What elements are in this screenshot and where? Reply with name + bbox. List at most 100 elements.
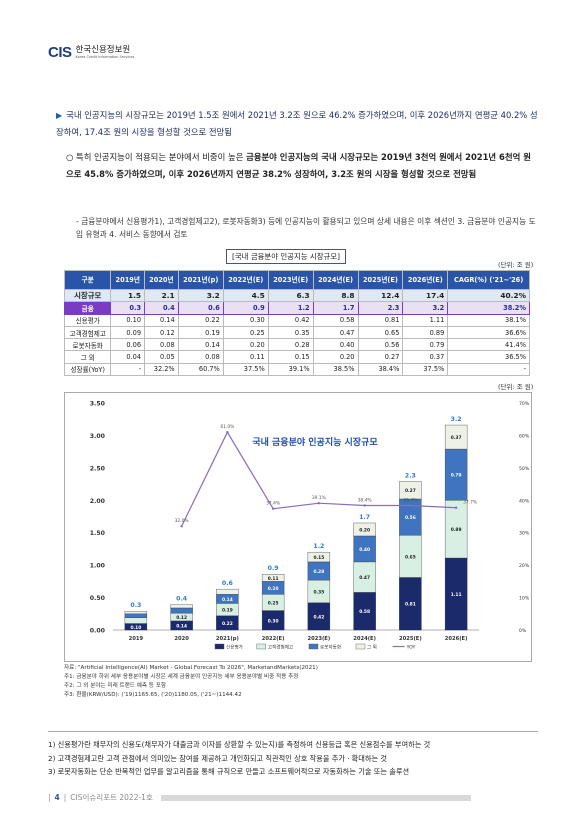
y2-tick-label: 10% — [519, 596, 530, 602]
table-cell: 38.4% — [357, 362, 404, 377]
bar-segment — [124, 610, 148, 614]
yoy-label: 37.4% — [266, 501, 280, 507]
table-cell: 4.5 — [222, 288, 269, 303]
table-cell: 0.20 — [222, 338, 269, 352]
table-cell: 17.4 — [402, 288, 449, 303]
table-cell: 0.6 — [177, 301, 224, 315]
yoy-label: 38.4% — [403, 497, 417, 503]
table-cell: 12.4 — [357, 288, 404, 303]
legend-swatch — [308, 643, 319, 650]
table-cell: 0.47 — [312, 325, 359, 340]
table-cell: 0.79 — [402, 338, 449, 352]
bar-segment — [353, 522, 376, 537]
y2-tick-label: 0% — [519, 628, 527, 634]
page-footer: | 4 | CIS이슈리포트 2022-1호 — [48, 792, 471, 803]
org-name-ko: 한국신용정보원 — [75, 44, 131, 55]
table-row: 성장률(YoY) -32.2% 60.7% 37.5% 39.1% 38.5% 38.4% 3… — [63, 362, 530, 377]
note-2: 주2: 그 외 분야는 미래 트랜드 예측 등 포함 — [64, 683, 167, 689]
bar-total-label: 0.4 — [176, 596, 188, 603]
table-row: 그 외 0.04 0.05 0.08 0.11 0.15 0.20 0.27 0.37 36.5% — [63, 350, 530, 364]
table-cell: 0.15 — [267, 350, 314, 364]
y-tick-label: 0.50 — [90, 595, 106, 602]
org-logo: CIS 한국신용정보원 Korea Credit Information Ser… — [48, 44, 134, 61]
bar-value-label: 0.65 — [405, 554, 416, 560]
summary-text: 국내 인공지능의 시장규모는 2019년 1.5조 원에서 2021년 3.2조… — [56, 110, 538, 137]
table-header-cell: 2026년(E) — [402, 270, 449, 290]
table-cell: 1.2 — [267, 301, 314, 315]
table-cell: 40.2% — [447, 288, 530, 303]
row-label: 로봇자동화 — [63, 338, 112, 352]
point-1: ○ 특히 인공지능이 적용되는 분야에서 비중이 높은 금융분야 인공지능의 국… — [66, 149, 536, 182]
bar-total-label: 3.2 — [451, 416, 462, 423]
bar-value-label: 0.47 — [359, 575, 370, 581]
table-row: 시장규모 1.5 2.1 3.2 4.5 6.3 8.8 12.4 17.4 40.2% — [63, 288, 530, 303]
dash-bullet-icon: - — [76, 217, 82, 226]
table-unit: (단위: 조 원) — [498, 261, 534, 269]
note-3: 주3: 환율(KRW/USD): ('19)1165.65, ('20)1180… — [64, 692, 242, 698]
table-cell: 0.14 — [177, 338, 224, 352]
y-tick-label: 1.00 — [90, 563, 106, 570]
note-1: 주1: 금융분야 하위 세부 응용분야별 시장은 세계 금융분야 인공지능 세부… — [64, 674, 299, 680]
table-cell: 0.12 — [144, 325, 179, 340]
bar-value-label: 0.56 — [405, 515, 416, 521]
page-number: 4 — [54, 793, 60, 802]
yoy-label: 37.7% — [463, 500, 477, 506]
yoy-point — [226, 430, 229, 434]
logo-mark: CIS — [48, 44, 72, 61]
bar-total-label: 2.3 — [405, 472, 416, 479]
yoy-point — [409, 504, 412, 507]
row-label: 신용평가 — [63, 313, 112, 327]
circle-bullet-icon: ○ — [66, 152, 76, 162]
table-cell: 1.11 — [402, 313, 449, 327]
bar-value-label: 0.14 — [222, 597, 233, 603]
footnotes: 1) 신용평가란 채무자의 신용도(채무자가 대출금과 이자를 상환할 수 있는… — [48, 731, 538, 779]
table-cell: 37.5% — [402, 362, 449, 377]
legend-label: 신용평가 — [226, 644, 244, 651]
note-source: 자료: "Artificial Intelligence(AI) Market … — [64, 665, 318, 671]
bar-value-label: 0.15 — [313, 555, 324, 561]
table-header-cell: 2020년 — [144, 270, 179, 290]
table-cell: - — [110, 362, 146, 377]
y-tick-label: 2.50 — [90, 465, 106, 472]
table-cell: 0.11 — [222, 350, 269, 364]
page-divider: | — [48, 793, 51, 802]
bar-value-label: 0.11 — [268, 576, 279, 582]
table-cell: 0.40 — [312, 338, 359, 352]
table-header-cell: 2019년 — [110, 270, 146, 290]
legend-swatch — [355, 643, 366, 650]
bar-value-label: 0.30 — [268, 618, 279, 624]
y-tick-label: 3.50 — [90, 401, 106, 408]
table-cell: 0.89 — [402, 325, 449, 340]
table-cell: 3.2 — [177, 288, 224, 303]
table-cell: 0.06 — [110, 338, 146, 352]
bar-value-label: 0.37 — [451, 435, 462, 441]
table-cell: 0.27 — [357, 350, 404, 364]
yoy-point — [317, 502, 321, 505]
table-cell: - — [447, 362, 530, 377]
table-cell: 0.65 — [357, 325, 404, 340]
bar-value-label: 0.20 — [268, 586, 279, 592]
table-cell: 0.20 — [312, 350, 359, 364]
table-cell: 0.35 — [267, 325, 314, 340]
legend-label: 고객경험제고 — [268, 644, 293, 651]
table-header-cell: 2023년(E) — [267, 270, 314, 290]
bar-segment — [124, 613, 148, 618]
table-cell: 0.37 — [402, 350, 449, 364]
point-1-lead: 특히 인공지능이 적용되는 분야에서 비중이 높은 — [75, 152, 247, 162]
table-cell: 32.2% — [144, 362, 179, 377]
bar-value-label: 0.89 — [451, 527, 462, 533]
bar-segment — [216, 588, 239, 595]
footer-bar — [160, 794, 471, 801]
table-cell: 0.28 — [267, 338, 314, 352]
page-divider: | — [63, 793, 67, 802]
market-size-table: 구분 2019년 2020년 2021년(p) 2022년(E) 2023년(E) 2024… — [63, 270, 530, 377]
bar-value-label: 0.79 — [451, 473, 462, 479]
table-cell: 1.5 — [110, 288, 146, 303]
legend-label: YOY — [406, 645, 416, 651]
bar-total-label: 0.9 — [268, 565, 279, 572]
table-cell: 2.3 — [357, 301, 404, 315]
bar-value-label: 0.19 — [222, 608, 233, 614]
y2-tick-label: 20% — [519, 563, 530, 569]
x-tick-label: 2021(p) — [216, 636, 239, 642]
bar-value-label: 0.40 — [359, 547, 370, 553]
